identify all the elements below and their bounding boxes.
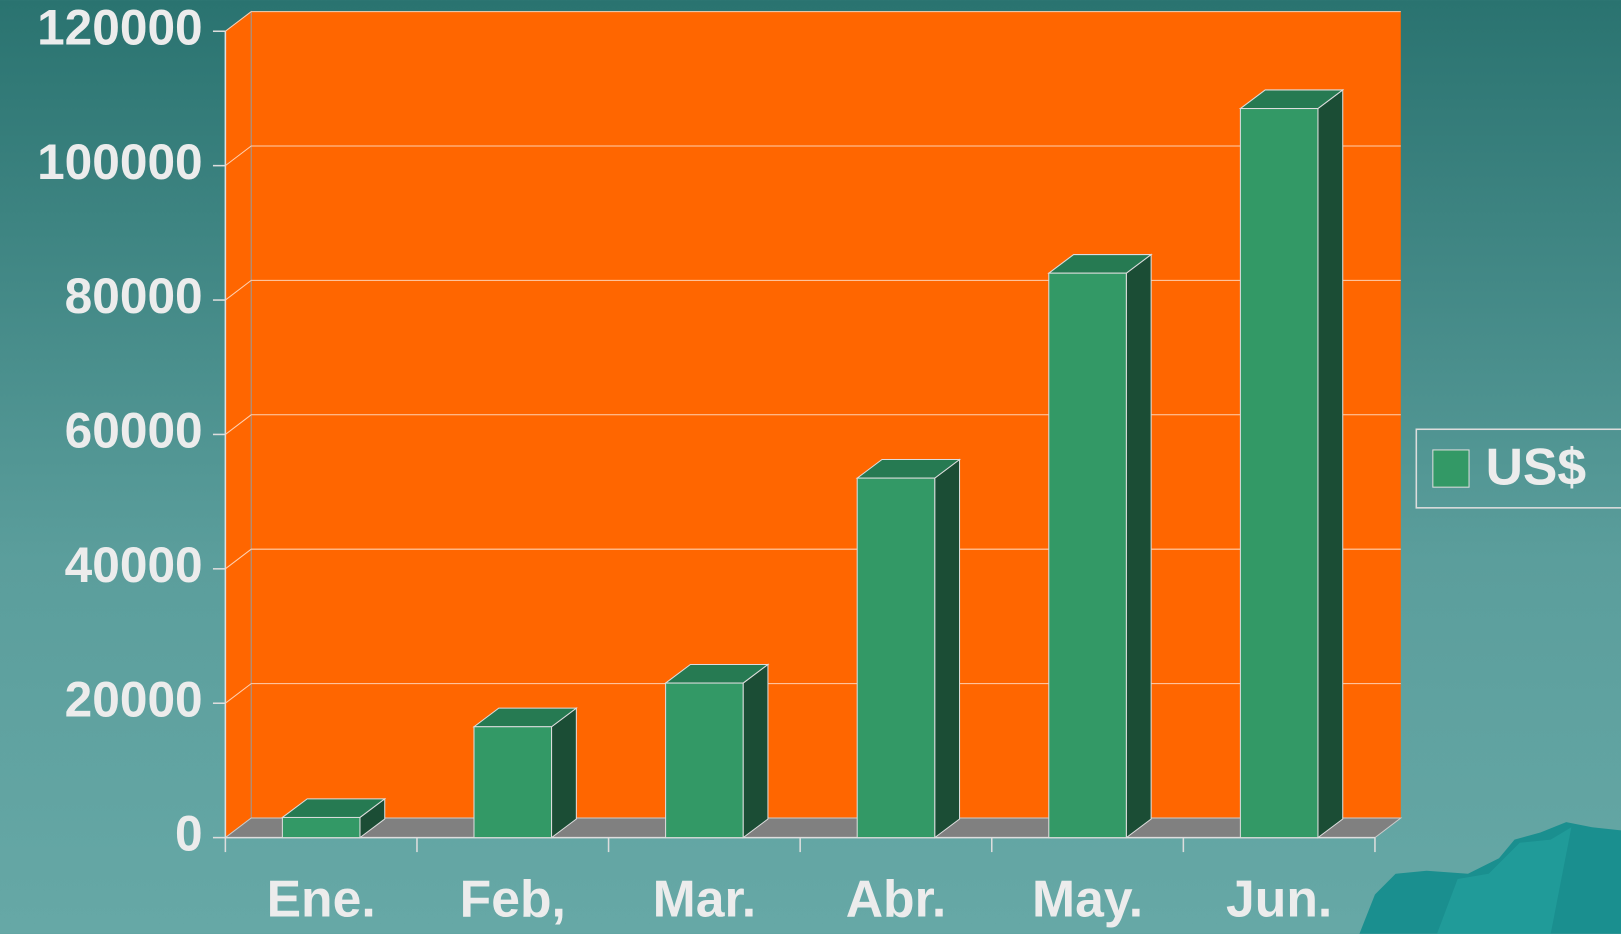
decor-rock-highlight	[1437, 827, 1571, 933]
bar	[282, 817, 360, 837]
x-tick-label: Mar.	[653, 869, 756, 927]
y-tick-label: 80000	[65, 268, 203, 324]
bar	[1240, 109, 1318, 838]
bar-side	[552, 708, 577, 837]
x-tick-label: Feb,	[460, 869, 566, 927]
y-tick-label: 40000	[65, 537, 203, 593]
bar-side	[1126, 255, 1151, 838]
bar	[857, 478, 935, 838]
y-tick-label: 20000	[65, 671, 203, 727]
x-tick-label: Ene.	[267, 869, 376, 927]
page: {"chart_data": {"type": "bar", "categori…	[0, 0, 1621, 934]
legend-label: US$	[1486, 437, 1587, 495]
chart: 0 20000 40000 60000 80000 100000 120000 Ene. Feb…	[0, 0, 1621, 934]
bar	[666, 683, 744, 838]
bar-side	[935, 460, 960, 838]
y-tick-label: 60000	[65, 403, 203, 459]
y-tick-label: 120000	[37, 0, 203, 55]
x-tick-label: Abr.	[846, 869, 947, 927]
legend-swatch	[1433, 450, 1469, 487]
bar	[1049, 273, 1127, 837]
plot-floor	[225, 818, 1400, 838]
y-tick-label: 100000	[37, 134, 203, 190]
bar-side	[743, 664, 768, 837]
x-tick-label: Jun.	[1226, 869, 1332, 927]
y-tick-label: 0	[175, 806, 203, 862]
bar-side	[1318, 90, 1343, 838]
x-tick-label: May.	[1032, 869, 1143, 927]
bar	[474, 727, 552, 838]
